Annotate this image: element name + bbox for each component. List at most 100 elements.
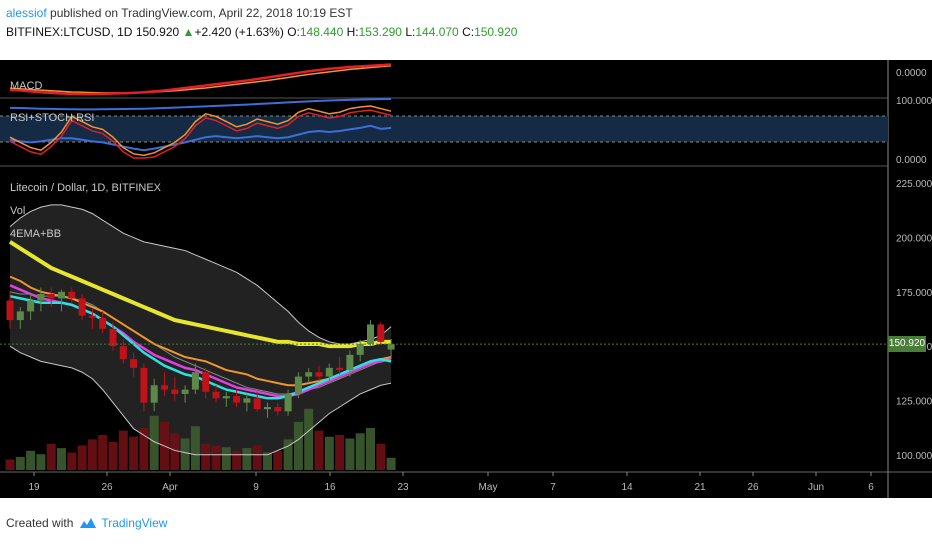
macd-signal-line [9,64,392,94]
high-value: 153.290 [358,25,402,39]
stoch-rsi-line [9,105,392,157]
candle-body [47,294,55,299]
candle-body [202,372,210,392]
candle-body [305,372,313,377]
ema-cyan-line [9,294,392,400]
ema-yellow-line [8,240,392,349]
candle-body [88,315,96,318]
time-axis-tick: 6 [868,482,874,493]
candle-body [346,354,354,371]
macd-axis-tick: 0.0000 [896,68,927,79]
time-axis-tick: May [479,482,498,493]
volume-bar [355,433,365,470]
candle-body [356,343,364,355]
volume-bar [242,448,252,470]
rsi-axis-tick: 100.0000 [896,96,932,107]
price-change: +2.420 (+1.63%) [194,25,284,39]
volume-bar [15,456,25,470]
time-axis-tick: Apr [162,482,178,493]
candle-body [212,391,220,399]
candle-body [27,300,35,312]
candle-body [161,385,168,390]
candle-body [130,359,138,368]
volume-bar [108,442,118,470]
candle-body [253,398,261,410]
time-axis-tick: 23 [397,482,409,493]
candle-body [171,389,179,394]
candle-body [315,372,323,377]
candle-body [222,396,230,399]
macd-label: MACD [10,80,43,92]
volume-bar [98,435,108,470]
time-axis-tick: 16 [324,482,336,493]
volume-bar [293,421,303,470]
chart-canvas[interactable]: 225.000200.000175.000150.000125.000100.0… [0,60,932,498]
last-price-tag: 150.920 [888,336,926,353]
volume-bar [170,433,180,470]
macd-line [9,63,392,96]
ema-label: 4EMA+BB [10,228,62,240]
rsi-axis-tick: 0.0000 [896,155,927,166]
main-title: Litecoin / Dollar, 1D, BITFINEX [10,182,161,194]
candle-body [99,317,107,329]
volume-bar [46,443,56,470]
candle-body [377,324,385,342]
time-axis-tick: 26 [747,482,759,493]
symbol-label: BITFINEX:LTCUSD, 1D [6,25,133,39]
candle-body [191,372,199,390]
volume-bar [201,443,211,470]
volume-bar [129,436,139,470]
open-label: O: [287,25,300,39]
volume-bar [5,459,15,470]
vol-label: Vol [10,205,26,217]
volume-bar [211,445,221,470]
tradingview-link[interactable]: TradingView [101,516,168,530]
candle-body [150,385,158,403]
chart-area[interactable]: 225.000200.000175.000150.000125.000100.0… [0,60,932,498]
candle-body [243,398,251,403]
last-price: 150.920 [135,25,180,39]
rsi-label: RSI+STOCH RSI [10,112,95,124]
candle-body [37,294,45,301]
bollinger-band-fill [10,204,392,455]
volume-bar [345,438,355,470]
symbol-ohlc-bar: BITFINEX:LTCUSD, 1D 150.920 ▲+2.420 (+1.… [6,25,517,39]
volume-bar [190,426,200,470]
volume-bar [139,428,149,470]
volume-bar [314,430,324,470]
volume-bar [304,408,314,470]
candle-body [325,367,333,377]
volume-bar [263,452,272,470]
up-arrow-icon: ▲ [182,25,195,39]
bb-upper-line [9,204,392,345]
volume-bar [57,448,66,470]
volume-bar [283,439,293,470]
candle-body [6,300,14,321]
volume-bar [324,436,334,470]
candle-body [119,346,127,360]
author-link[interactable]: alessiof [6,6,47,20]
volume-bar [232,450,242,470]
time-axis-tick: 14 [621,482,633,493]
time-axis-tick: 9 [253,482,259,493]
created-with-text: Created with [6,516,74,530]
volume-bar [376,443,386,470]
publish-text: published on TradingView.com, April 22, … [46,6,353,20]
volume-bar [36,454,46,470]
volume-bar [273,450,283,470]
time-axis-tick: Jun [808,482,824,493]
volume-bar [67,452,77,470]
time-axis-tick: 21 [694,482,706,493]
stoch-rsi-signal-line [9,109,392,159]
bb-lower-line [9,345,392,456]
candle-body [233,396,241,403]
volume-bar [366,428,375,470]
rsi-band [0,116,888,142]
candle-body [387,344,395,350]
volume-bar [221,447,231,470]
volume-bar [77,445,87,470]
close-label: C: [462,25,475,39]
rsi-line [9,124,392,152]
price-axis-tick: 225.000 [896,179,932,190]
candle-body [274,406,282,412]
